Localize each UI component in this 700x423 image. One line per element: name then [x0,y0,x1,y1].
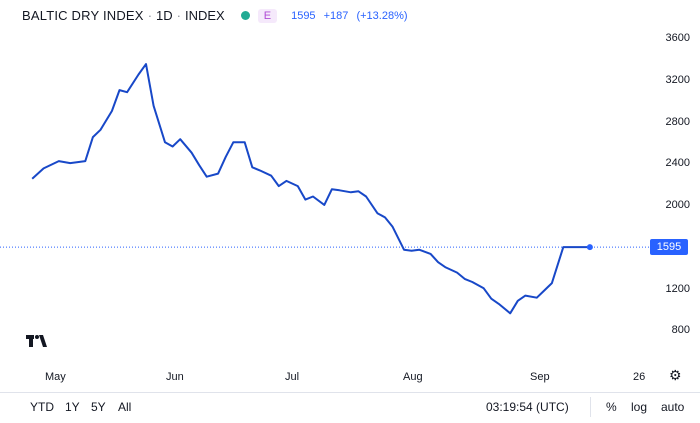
quote-values: 1595 +187 (+13.28%) [291,10,412,22]
market-status-icon [240,11,250,20]
x-tick-label: Aug [403,371,423,383]
tradingview-logo-icon[interactable] [26,335,48,351]
series-line [31,63,590,315]
interval-label[interactable]: 1D [156,8,173,23]
x-tick-label: Jun [166,371,184,383]
y-tick-label: 2000 [665,199,690,211]
chart-header: BALTIC DRY INDEX · 1D · INDEX E 1595 +18… [22,8,413,23]
y-tick-label: 3600 [665,32,690,44]
badge-e[interactable]: E [257,8,278,23]
y-tick-label: 800 [671,324,690,336]
x-tick-label: May [45,371,66,383]
auto-scale-toggle[interactable]: auto [661,400,685,414]
price-change-percent: (+13.28%) [356,9,408,22]
log-scale-toggle[interactable]: log [631,400,648,414]
symbol-title[interactable]: BALTIC DRY INDEX [22,8,144,23]
range-button-ytd[interactable]: YTD [30,400,54,414]
range-button-all[interactable]: All [118,400,132,414]
y-tick-label: 3200 [665,74,690,86]
y-tick-label: 2800 [665,116,690,128]
tradingview-logo-svg [26,335,47,347]
x-tick-label: Sep [530,371,550,383]
last-price-tag: 1595 [650,239,688,255]
gear-icon[interactable]: ⚙ [669,367,682,383]
price-change: +187 [323,9,349,22]
exchange-label: INDEX [185,8,225,23]
separator-dot: · [176,8,181,23]
y-tick-label: 1200 [665,283,690,295]
bottom-toolbar [0,392,700,423]
x-tick-label: Jul [285,371,300,383]
y-tick-label: 2400 [665,157,690,169]
separator-dot: · [147,8,153,23]
toolbar-divider [590,397,591,417]
last-price: 1595 [291,9,316,22]
percent-scale-toggle[interactable]: % [606,400,617,414]
range-button-1y[interactable]: 1Y [65,400,80,414]
utc-clock[interactable]: 03:19:54 (UTC) [486,400,569,414]
range-button-5y[interactable]: 5Y [91,400,106,414]
last-point-marker [586,244,593,251]
x-tick-label: 26 [633,371,646,383]
